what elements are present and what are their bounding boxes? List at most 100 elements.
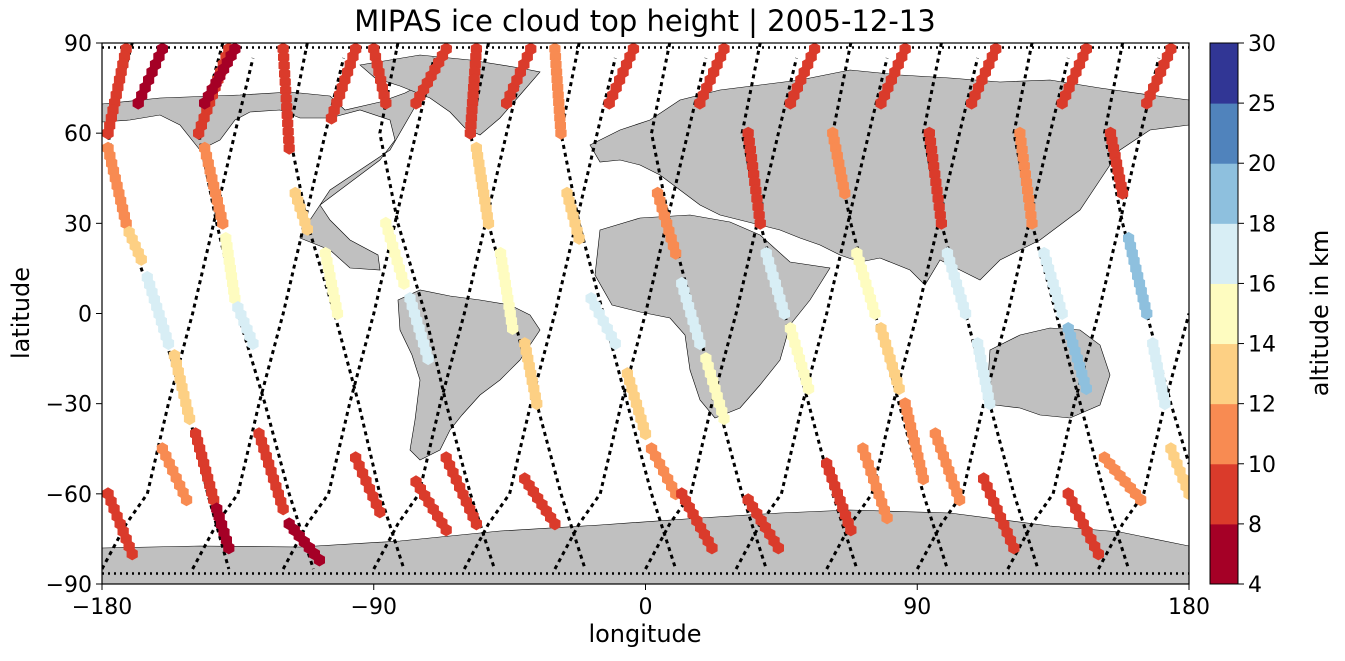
cloud-point bbox=[573, 231, 585, 245]
cloud-point bbox=[440, 43, 452, 56]
cloud-point bbox=[899, 43, 911, 56]
x-tick-label: 0 bbox=[639, 595, 653, 620]
cloud-point bbox=[694, 337, 706, 351]
cloud-point bbox=[917, 472, 929, 486]
x-tick-label: 90 bbox=[903, 595, 931, 620]
colorbar-tick-label: 10 bbox=[1248, 453, 1276, 478]
orbit-track-3 bbox=[378, 43, 496, 570]
cloud-point bbox=[1159, 397, 1171, 411]
cloud-point bbox=[718, 412, 730, 426]
y-axis-label: latitude bbox=[7, 267, 35, 359]
cloud-point bbox=[869, 307, 881, 320]
cloud-point bbox=[754, 216, 766, 230]
colorbar-label: altitude in km bbox=[1306, 230, 1334, 397]
cloud-point bbox=[772, 541, 784, 555]
colorbar-band bbox=[1210, 403, 1238, 465]
orbit-track-7 bbox=[740, 43, 859, 570]
y-tick-label: 0 bbox=[78, 303, 92, 328]
cloud-point bbox=[718, 43, 730, 56]
colorbar-tick-label: 30 bbox=[1248, 32, 1276, 57]
orbit-track-22 bbox=[1006, 57, 1161, 570]
cloud-point bbox=[1056, 307, 1068, 320]
x-tick-label: −180 bbox=[72, 595, 132, 620]
cloud-point bbox=[183, 412, 196, 426]
cloud-point bbox=[126, 547, 138, 561]
colorbar-tick-label: 14 bbox=[1248, 333, 1276, 358]
y-tick-label: 90 bbox=[64, 32, 92, 57]
orbit-track-10 bbox=[1012, 43, 1131, 570]
cloud-point bbox=[464, 126, 476, 140]
cloud-point bbox=[301, 222, 313, 236]
cloud-point bbox=[331, 307, 344, 320]
cloud-point bbox=[1135, 493, 1147, 507]
land-eurasia bbox=[589, 69, 1189, 286]
x-tick-label: −90 bbox=[351, 595, 397, 620]
cloud-point bbox=[627, 43, 640, 56]
cloud-point bbox=[482, 216, 495, 230]
orbit-track-21 bbox=[915, 57, 1070, 570]
cloud-point bbox=[162, 337, 175, 351]
orbit-track-16 bbox=[462, 57, 617, 570]
orbit-track-9 bbox=[921, 43, 1040, 570]
cloud-point bbox=[180, 493, 193, 507]
cloud-point bbox=[881, 511, 893, 525]
colorbar-band bbox=[1210, 103, 1238, 164]
cloud-point bbox=[247, 337, 259, 351]
cloud-point bbox=[531, 397, 543, 411]
cloud-point bbox=[156, 43, 168, 56]
cloud-point bbox=[1080, 382, 1092, 396]
y-axis-ticks: −90 −60 −30 0 30 60 90 bbox=[46, 32, 102, 598]
colorbar-tick-label: 16 bbox=[1248, 272, 1276, 297]
cloud-point bbox=[809, 43, 821, 56]
cloud-point bbox=[102, 126, 114, 140]
colorbar-tick-label: 12 bbox=[1248, 393, 1276, 418]
cloud-point bbox=[380, 96, 392, 110]
cloud-point bbox=[398, 276, 410, 290]
cloud-markers bbox=[102, 43, 1189, 567]
land-north-america bbox=[102, 79, 431, 271]
cloud-point bbox=[283, 141, 295, 155]
colorbar-tick-label: 18 bbox=[1248, 212, 1276, 237]
cloud-point bbox=[470, 517, 482, 531]
colorbar-band bbox=[1210, 223, 1238, 284]
cloud-point bbox=[839, 186, 851, 200]
cloud-point bbox=[549, 517, 561, 531]
cloud-point bbox=[802, 382, 815, 396]
cloud-point bbox=[845, 523, 857, 537]
orbit-track-14 bbox=[281, 57, 436, 570]
colorbar-band bbox=[1210, 463, 1238, 525]
colorbar-tick-label: 25 bbox=[1248, 92, 1276, 117]
cloud-point bbox=[935, 216, 947, 230]
land-antarctica bbox=[102, 509, 1189, 584]
orbit-track-1 bbox=[197, 43, 315, 570]
cloud-point bbox=[1116, 186, 1129, 200]
chart-title: MIPAS ice cloud top height | 2005-12-13 bbox=[354, 4, 935, 38]
cloud-point bbox=[639, 427, 652, 441]
colorbar-tick-label: 20 bbox=[1248, 152, 1276, 177]
colorbar-band bbox=[1210, 43, 1238, 104]
cloud-point bbox=[1165, 43, 1177, 56]
cloud-point bbox=[609, 337, 621, 351]
colorbar-frame bbox=[1209, 42, 1239, 585]
cloud-point bbox=[1092, 547, 1104, 561]
orbit-track-18 bbox=[644, 57, 798, 570]
colorbar-tick-label: 4 bbox=[1248, 573, 1262, 598]
y-tick-label: −30 bbox=[46, 393, 92, 418]
colorbar-band bbox=[1210, 283, 1238, 345]
cloud-point bbox=[1026, 216, 1038, 230]
cloud-point bbox=[990, 43, 1002, 56]
cloud-point bbox=[422, 352, 434, 366]
cloud-point bbox=[1183, 487, 1189, 501]
cloud-point bbox=[507, 322, 519, 335]
cloud-point bbox=[893, 382, 905, 396]
colorbar-band bbox=[1210, 523, 1238, 585]
cloud-point bbox=[229, 43, 241, 56]
cloud-point bbox=[440, 523, 452, 537]
y-tick-label: 60 bbox=[64, 122, 92, 147]
colorbar-band bbox=[1210, 163, 1238, 224]
cloud-point bbox=[1080, 43, 1092, 56]
cloud-point bbox=[223, 541, 235, 555]
cloud-point bbox=[959, 307, 972, 320]
